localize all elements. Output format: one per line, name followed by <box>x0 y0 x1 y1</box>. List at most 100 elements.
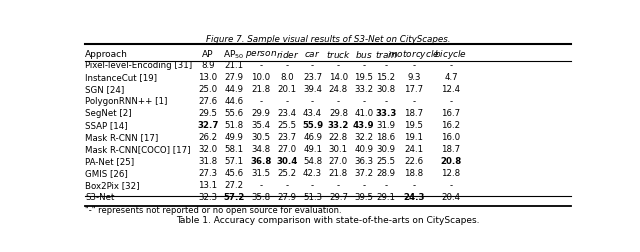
Text: 21.1: 21.1 <box>224 61 243 70</box>
Text: 46.9: 46.9 <box>303 133 322 142</box>
Text: 33.2: 33.2 <box>328 121 349 130</box>
Text: 31.5: 31.5 <box>252 169 271 178</box>
Text: 16.7: 16.7 <box>442 109 461 118</box>
Text: $\it{person}$: $\it{person}$ <box>245 48 277 60</box>
Text: 29.8: 29.8 <box>329 109 348 118</box>
Text: 43.4: 43.4 <box>303 109 322 118</box>
Text: 18.6: 18.6 <box>376 133 396 142</box>
Text: 51.3: 51.3 <box>303 193 322 202</box>
Text: 29.9: 29.9 <box>252 109 271 118</box>
Text: Pixel-level-Encoding [31]: Pixel-level-Encoding [31] <box>85 61 192 70</box>
Text: 45.6: 45.6 <box>224 169 243 178</box>
Text: 35.4: 35.4 <box>252 121 271 130</box>
Text: 44.6: 44.6 <box>224 97 243 106</box>
Text: 49.9: 49.9 <box>225 133 243 142</box>
Text: 57.2: 57.2 <box>223 193 244 202</box>
Text: $\it{rider}$: $\it{rider}$ <box>275 49 299 60</box>
Text: 30.9: 30.9 <box>376 145 396 154</box>
Text: Approach: Approach <box>85 50 128 59</box>
Text: 32.2: 32.2 <box>354 133 373 142</box>
Text: -: - <box>337 181 340 190</box>
Text: 30.5: 30.5 <box>252 133 271 142</box>
Text: 31.9: 31.9 <box>376 121 396 130</box>
Text: 49.1: 49.1 <box>303 145 322 154</box>
Text: -: - <box>385 61 388 70</box>
Text: -: - <box>385 181 388 190</box>
Text: 33.3: 33.3 <box>375 109 397 118</box>
Text: 24.1: 24.1 <box>404 145 424 154</box>
Text: 27.0: 27.0 <box>329 157 348 166</box>
Text: Mask R-CNN[COCO] [17]: Mask R-CNN[COCO] [17] <box>85 145 191 154</box>
Text: 25.2: 25.2 <box>278 169 297 178</box>
Text: -: - <box>449 61 452 70</box>
Text: 4.7: 4.7 <box>444 73 458 82</box>
Text: -: - <box>412 181 415 190</box>
Text: $\it{train}$: $\it{train}$ <box>375 49 397 60</box>
Text: 13.0: 13.0 <box>198 73 218 82</box>
Text: -: - <box>337 61 340 70</box>
Text: 24.3: 24.3 <box>403 193 424 202</box>
Text: SSAP [14]: SSAP [14] <box>85 121 127 130</box>
Text: 20.4: 20.4 <box>442 193 461 202</box>
Text: 32.0: 32.0 <box>198 145 218 154</box>
Text: 27.9: 27.9 <box>278 193 297 202</box>
Text: GMIS [26]: GMIS [26] <box>85 169 128 178</box>
Text: 29.1: 29.1 <box>376 193 396 202</box>
Text: 35.8: 35.8 <box>252 193 271 202</box>
Text: 18.7: 18.7 <box>404 109 424 118</box>
Text: 43.9: 43.9 <box>353 121 374 130</box>
Text: 21.8: 21.8 <box>252 85 271 94</box>
Text: 17.7: 17.7 <box>404 85 424 94</box>
Text: 20.8: 20.8 <box>440 157 461 166</box>
Text: -: - <box>449 181 452 190</box>
Text: 22.8: 22.8 <box>329 133 348 142</box>
Text: -: - <box>311 61 314 70</box>
Text: SegNet [2]: SegNet [2] <box>85 109 132 118</box>
Text: InstanceCut [19]: InstanceCut [19] <box>85 73 157 82</box>
Text: 33.2: 33.2 <box>354 85 373 94</box>
Text: 30.1: 30.1 <box>329 145 348 154</box>
Text: $\it{bus}$: $\it{bus}$ <box>355 49 372 60</box>
Text: 19.1: 19.1 <box>404 133 423 142</box>
Text: 25.0: 25.0 <box>198 85 218 94</box>
Text: 40.9: 40.9 <box>354 145 373 154</box>
Text: -: - <box>259 181 262 190</box>
Text: $\it{motorcycle}$: $\it{motorcycle}$ <box>388 48 440 61</box>
Text: 25.5: 25.5 <box>278 121 297 130</box>
Text: 54.8: 54.8 <box>303 157 322 166</box>
Text: 8.9: 8.9 <box>201 61 214 70</box>
Text: 16.0: 16.0 <box>442 133 461 142</box>
Text: 27.0: 27.0 <box>278 145 297 154</box>
Text: -: - <box>286 97 289 106</box>
Text: 19.5: 19.5 <box>354 73 373 82</box>
Text: 34.8: 34.8 <box>252 145 271 154</box>
Text: Mask R-CNN [17]: Mask R-CNN [17] <box>85 133 158 142</box>
Text: 15.2: 15.2 <box>376 73 396 82</box>
Text: 31.8: 31.8 <box>198 157 218 166</box>
Text: 14.0: 14.0 <box>329 73 348 82</box>
Text: 16.2: 16.2 <box>442 121 461 130</box>
Text: 39.4: 39.4 <box>303 85 322 94</box>
Text: -: - <box>259 97 262 106</box>
Text: SGN [24]: SGN [24] <box>85 85 124 94</box>
Text: 26.2: 26.2 <box>198 133 218 142</box>
Text: 51.8: 51.8 <box>224 121 243 130</box>
Text: 32.3: 32.3 <box>198 193 218 202</box>
Text: PolygonRNN++ [1]: PolygonRNN++ [1] <box>85 97 167 106</box>
Text: -: - <box>412 97 415 106</box>
Text: 21.8: 21.8 <box>329 169 348 178</box>
Text: 37.2: 37.2 <box>354 169 373 178</box>
Text: 30.8: 30.8 <box>376 85 396 94</box>
Text: 22.6: 22.6 <box>404 157 424 166</box>
Text: $\it{car}$: $\it{car}$ <box>304 49 321 59</box>
Text: 30.4: 30.4 <box>276 157 298 166</box>
Text: 20.1: 20.1 <box>278 85 297 94</box>
Text: 28.9: 28.9 <box>376 169 396 178</box>
Text: 18.8: 18.8 <box>404 169 424 178</box>
Text: $\it{bicycle}$: $\it{bicycle}$ <box>435 48 468 61</box>
Text: $\it{truck}$: $\it{truck}$ <box>326 49 351 60</box>
Text: 13.1: 13.1 <box>198 181 218 190</box>
Text: 27.3: 27.3 <box>198 169 218 178</box>
Text: 12.4: 12.4 <box>442 85 461 94</box>
Text: -: - <box>449 97 452 106</box>
